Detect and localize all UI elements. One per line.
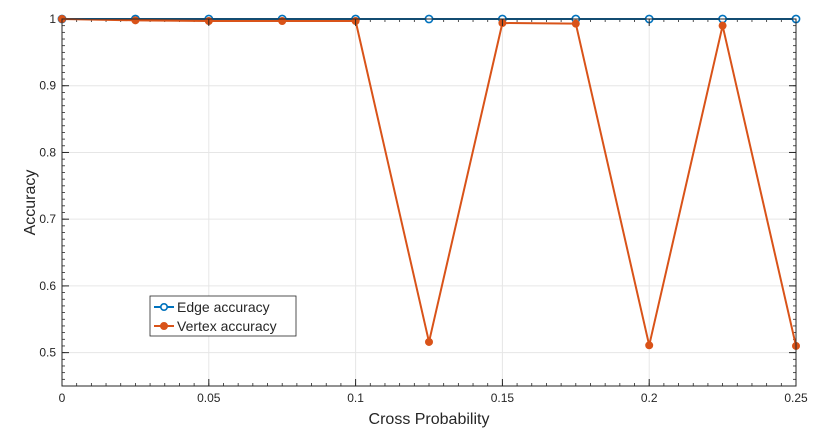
y-tick-label: 0.6 <box>39 279 56 293</box>
x-tick-label: 0.2 <box>641 391 658 405</box>
x-tick-label: 0.25 <box>784 391 808 405</box>
y-tick-label: 1 <box>49 12 56 26</box>
legend-swatch-marker <box>160 302 169 311</box>
major-ticks <box>61 18 797 386</box>
plot-area-border <box>61 18 797 387</box>
y-tick-label: 0.7 <box>39 212 56 226</box>
data-point <box>645 341 654 350</box>
x-tick-label: 0 <box>59 391 66 405</box>
legend-item: Edge accuracy <box>154 299 270 315</box>
y-tick-labels: 0.5 0.6 0.7 0.8 0.9 1 <box>39 12 56 360</box>
data-point <box>718 21 727 30</box>
y-tick-label: 0.8 <box>39 145 56 159</box>
legend-label: Edge accuracy <box>177 299 270 315</box>
y-tick-label: 0.9 <box>39 79 56 93</box>
data-point <box>571 19 580 28</box>
y-tick-label: 0.5 <box>39 346 56 360</box>
legend-item: Vertex accuracy <box>154 318 277 334</box>
data-point <box>131 16 140 25</box>
legend-box <box>149 295 297 337</box>
x-tick-label: 0.05 <box>197 391 221 405</box>
x-axis-title: Cross Probability <box>369 411 490 428</box>
data-point <box>424 337 433 346</box>
x-tick-label: 0.1 <box>347 391 364 405</box>
x-tick-labels: 0 0.05 0.1 0.15 0.2 0.25 <box>59 391 808 405</box>
y-axis-title: Accuracy <box>22 170 39 236</box>
x-tick-label: 0.15 <box>491 391 515 405</box>
legend: Edge accuracy Vertex accuracy <box>149 295 297 337</box>
legend-swatch-marker <box>160 321 169 330</box>
legend-label: Vertex accuracy <box>177 318 277 334</box>
